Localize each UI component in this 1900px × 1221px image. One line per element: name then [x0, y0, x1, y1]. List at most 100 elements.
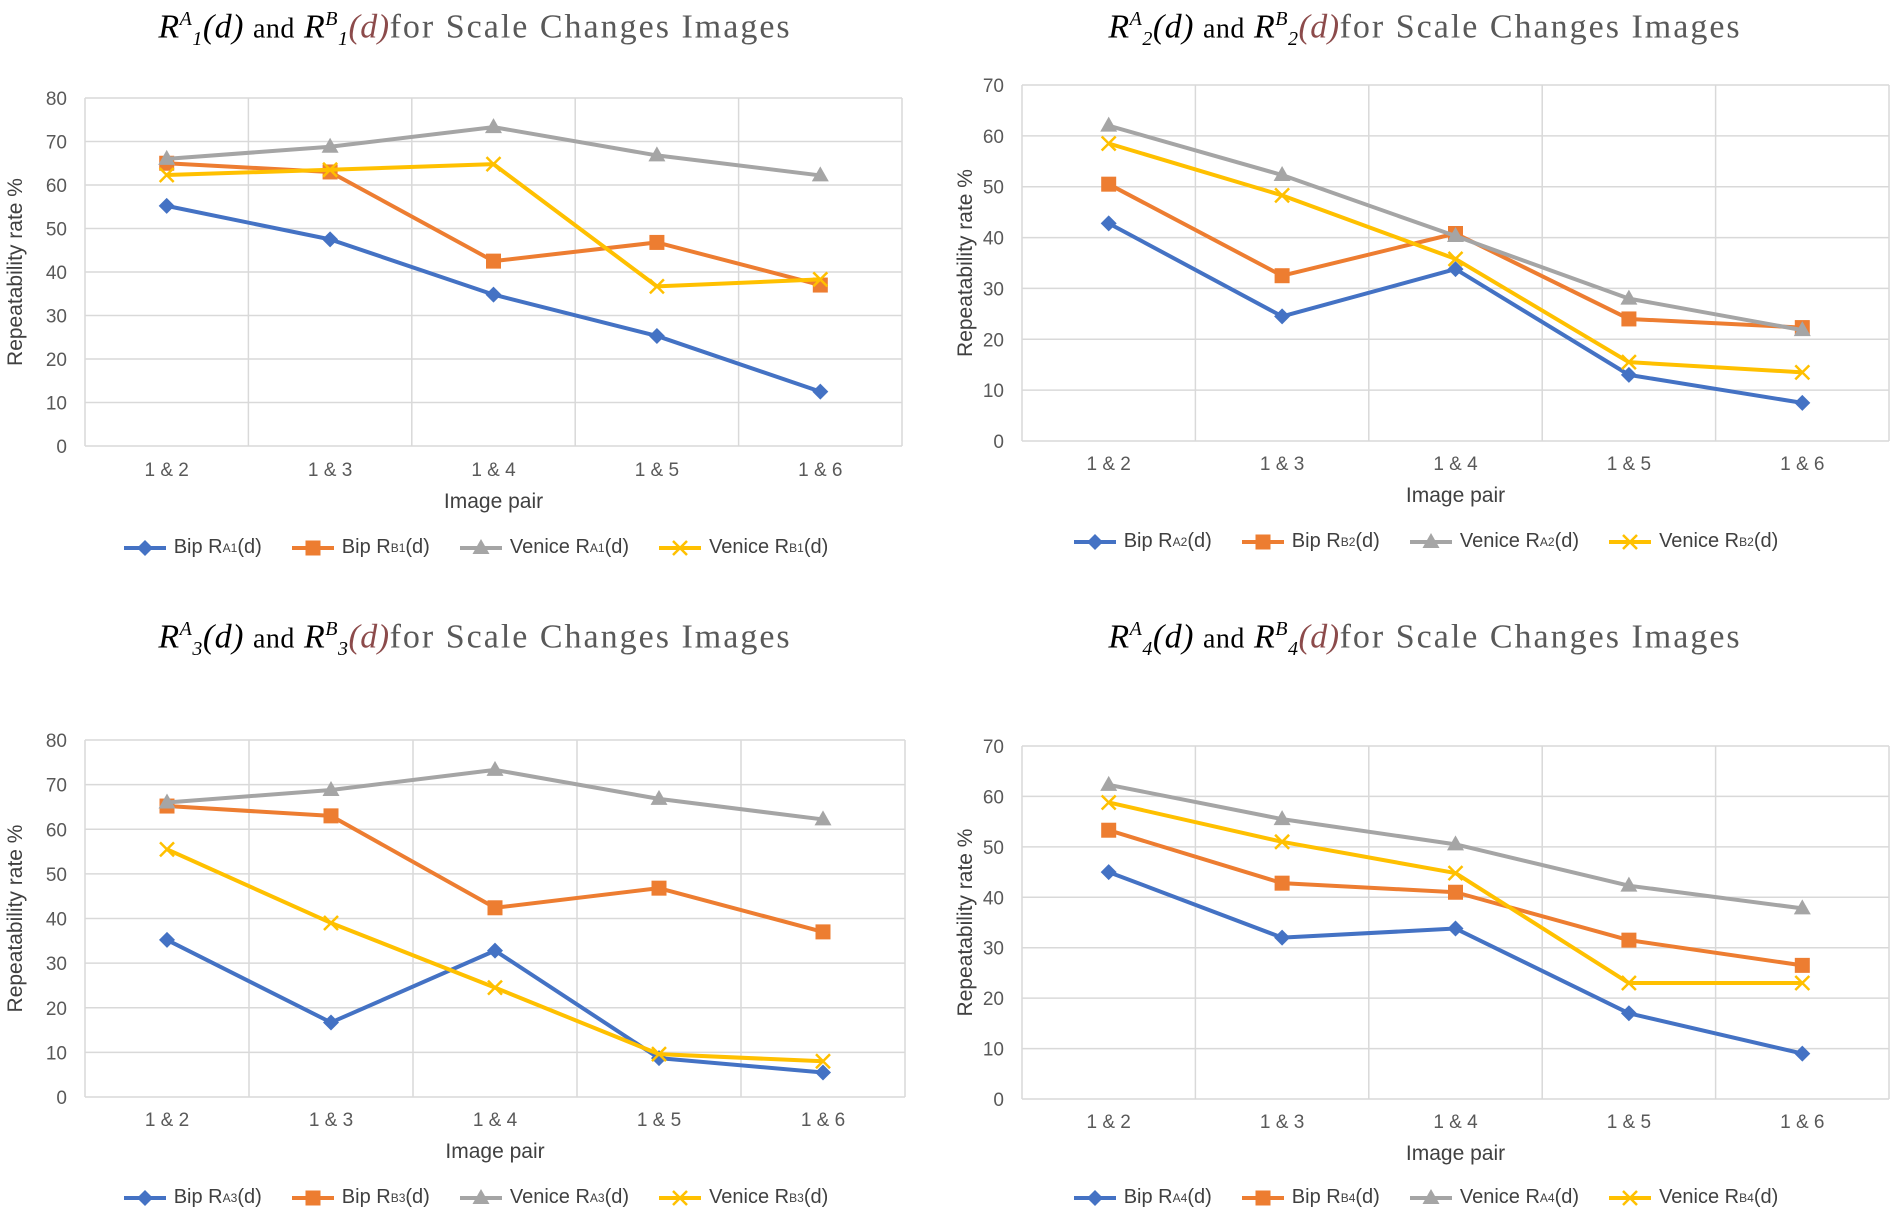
y-axis-title: Repeatability rate % [4, 178, 27, 366]
data-point [649, 278, 665, 295]
y-tick-label: 70 [983, 737, 1004, 758]
data-point [814, 810, 832, 826]
series-venice-a [1100, 775, 1811, 915]
y-tick-label: 40 [46, 910, 67, 931]
legend-item: Venice R A 2 (d) [1408, 530, 1579, 553]
data-point [815, 1064, 831, 1081]
legend-label-sub: 4 [1180, 1190, 1188, 1205]
chart-panel-3: RA3(d) and RB3(d)for Scale Changes Image… [0, 610, 950, 1220]
data-point [323, 915, 339, 931]
series-venice-b [158, 156, 829, 295]
legend-marker [1622, 1189, 1638, 1206]
legend-label: Venice R [1459, 530, 1540, 552]
data-point [651, 880, 667, 896]
data-point [1100, 215, 1117, 232]
legend-marker [472, 1188, 490, 1204]
data-point [486, 253, 501, 269]
data-point [651, 1046, 667, 1063]
y-tick-label: 50 [46, 865, 67, 886]
data-point [1274, 308, 1291, 325]
y-tick-label: 0 [56, 1088, 67, 1109]
y-tick-label: 60 [983, 787, 1004, 808]
y-axis-title: Repeatability rate % [4, 825, 27, 1013]
chart-title: RA3(d) and RB3(d)for Scale Changes Image… [158, 618, 792, 661]
legend-swatch [1073, 533, 1116, 550]
y-tick-label: 30 [46, 307, 67, 328]
legend-label-tail: (d) [405, 536, 430, 558]
series-venice-a [158, 118, 829, 182]
x-tick-label: 1 & 4 [473, 1110, 518, 1131]
y-tick-label: 20 [46, 999, 67, 1020]
data-point [1100, 794, 1117, 811]
x-tick-label: 1 & 2 [145, 1110, 189, 1131]
chart-title: RA1(d) and RB1(d)for Scale Changes Image… [158, 8, 792, 51]
legend-marker [1422, 532, 1440, 548]
chart-panel-2: RA2(d) and RB2(d)for Scale Changes Image… [950, 0, 1900, 610]
y-tick-label: 20 [983, 330, 1004, 351]
legend-item: Venice R A 4 (d) [1408, 1186, 1579, 1209]
legend-marker [1622, 533, 1638, 550]
x-tick-label: 1 & 5 [635, 460, 679, 481]
legend-swatch [291, 1190, 334, 1205]
x-tick-label: 1 & 5 [637, 1110, 681, 1131]
legend-swatch [1609, 1189, 1652, 1206]
y-tick-label: 70 [46, 776, 67, 797]
y-tick-label: 60 [983, 127, 1004, 148]
data-point [1620, 289, 1638, 305]
series-bip-b [159, 798, 831, 940]
x-tick-label: 1 & 3 [1260, 1112, 1304, 1133]
legend-label: Venice R [509, 536, 590, 558]
chart-title: RA2(d) and RB2(d)for Scale Changes Image… [1108, 8, 1742, 51]
legend-label: Bip R [341, 1186, 391, 1208]
legend-label-sub: 2 [1348, 534, 1356, 549]
series-venice-b [159, 841, 831, 1070]
data-point [159, 841, 175, 858]
x-tick-label: 1 & 5 [1607, 454, 1651, 475]
line-plot: 0 10 20 30 40 50 60 70 1 & 2 1 & 3 1 & 4 1 & 5 1 & 6… [954, 737, 1890, 1165]
legend-label-sub: 2 [1180, 534, 1188, 549]
y-tick-label: 40 [46, 263, 67, 284]
data-point [1794, 394, 1811, 411]
legend-label: Bip R [1291, 530, 1341, 552]
data-point [1273, 166, 1291, 182]
data-point [648, 327, 665, 344]
y-tick-label: 0 [993, 1090, 1004, 1111]
legend-swatch [123, 1189, 166, 1206]
y-tick-label: 30 [983, 279, 1004, 300]
legend-label: Venice R [709, 1186, 790, 1208]
legend-label-tail: (d) [1355, 530, 1380, 552]
y-tick-label: 40 [983, 229, 1004, 250]
x-tick-label: 1 & 6 [1780, 454, 1824, 475]
data-point [1447, 865, 1464, 881]
series-venice-a [158, 760, 832, 826]
x-tick-label: 1 & 3 [308, 460, 352, 481]
legend-label-sup: A [222, 540, 231, 555]
legend-label-sup: A [222, 1190, 231, 1205]
legend-marker [672, 1189, 688, 1206]
data-point [1447, 920, 1464, 937]
legend-label-sup: B [1340, 1190, 1349, 1205]
legend-label-sub: 1 [398, 540, 406, 555]
data-point [486, 760, 504, 776]
legend-label-tail: (d) [1554, 1186, 1580, 1208]
legend-label-tail: (d) [237, 1186, 262, 1208]
legend-label-sub: 3 [797, 1190, 804, 1205]
x-axis-title: Image pair [445, 1140, 544, 1163]
data-point [322, 231, 339, 248]
y-tick-label: 10 [983, 381, 1004, 402]
data-point [1621, 975, 1637, 991]
data-point [1794, 957, 1810, 973]
x-tick-label: 1 & 4 [1433, 1112, 1478, 1133]
data-point [1621, 932, 1637, 948]
y-tick-label: 10 [46, 394, 67, 415]
data-point [1620, 876, 1638, 892]
legend-item: Venice R B 2 (d) [1607, 530, 1778, 553]
data-point [1101, 176, 1117, 192]
x-axis-title: Image pair [444, 490, 543, 513]
data-point [1793, 321, 1811, 337]
legend-label-sub: 3 [230, 1190, 238, 1205]
legend-label-tail: (d) [1753, 1186, 1779, 1208]
x-tick-label: 1 & 2 [1087, 454, 1131, 475]
legend-label-sup: A [1539, 1190, 1548, 1205]
y-tick-label: 20 [46, 350, 67, 371]
